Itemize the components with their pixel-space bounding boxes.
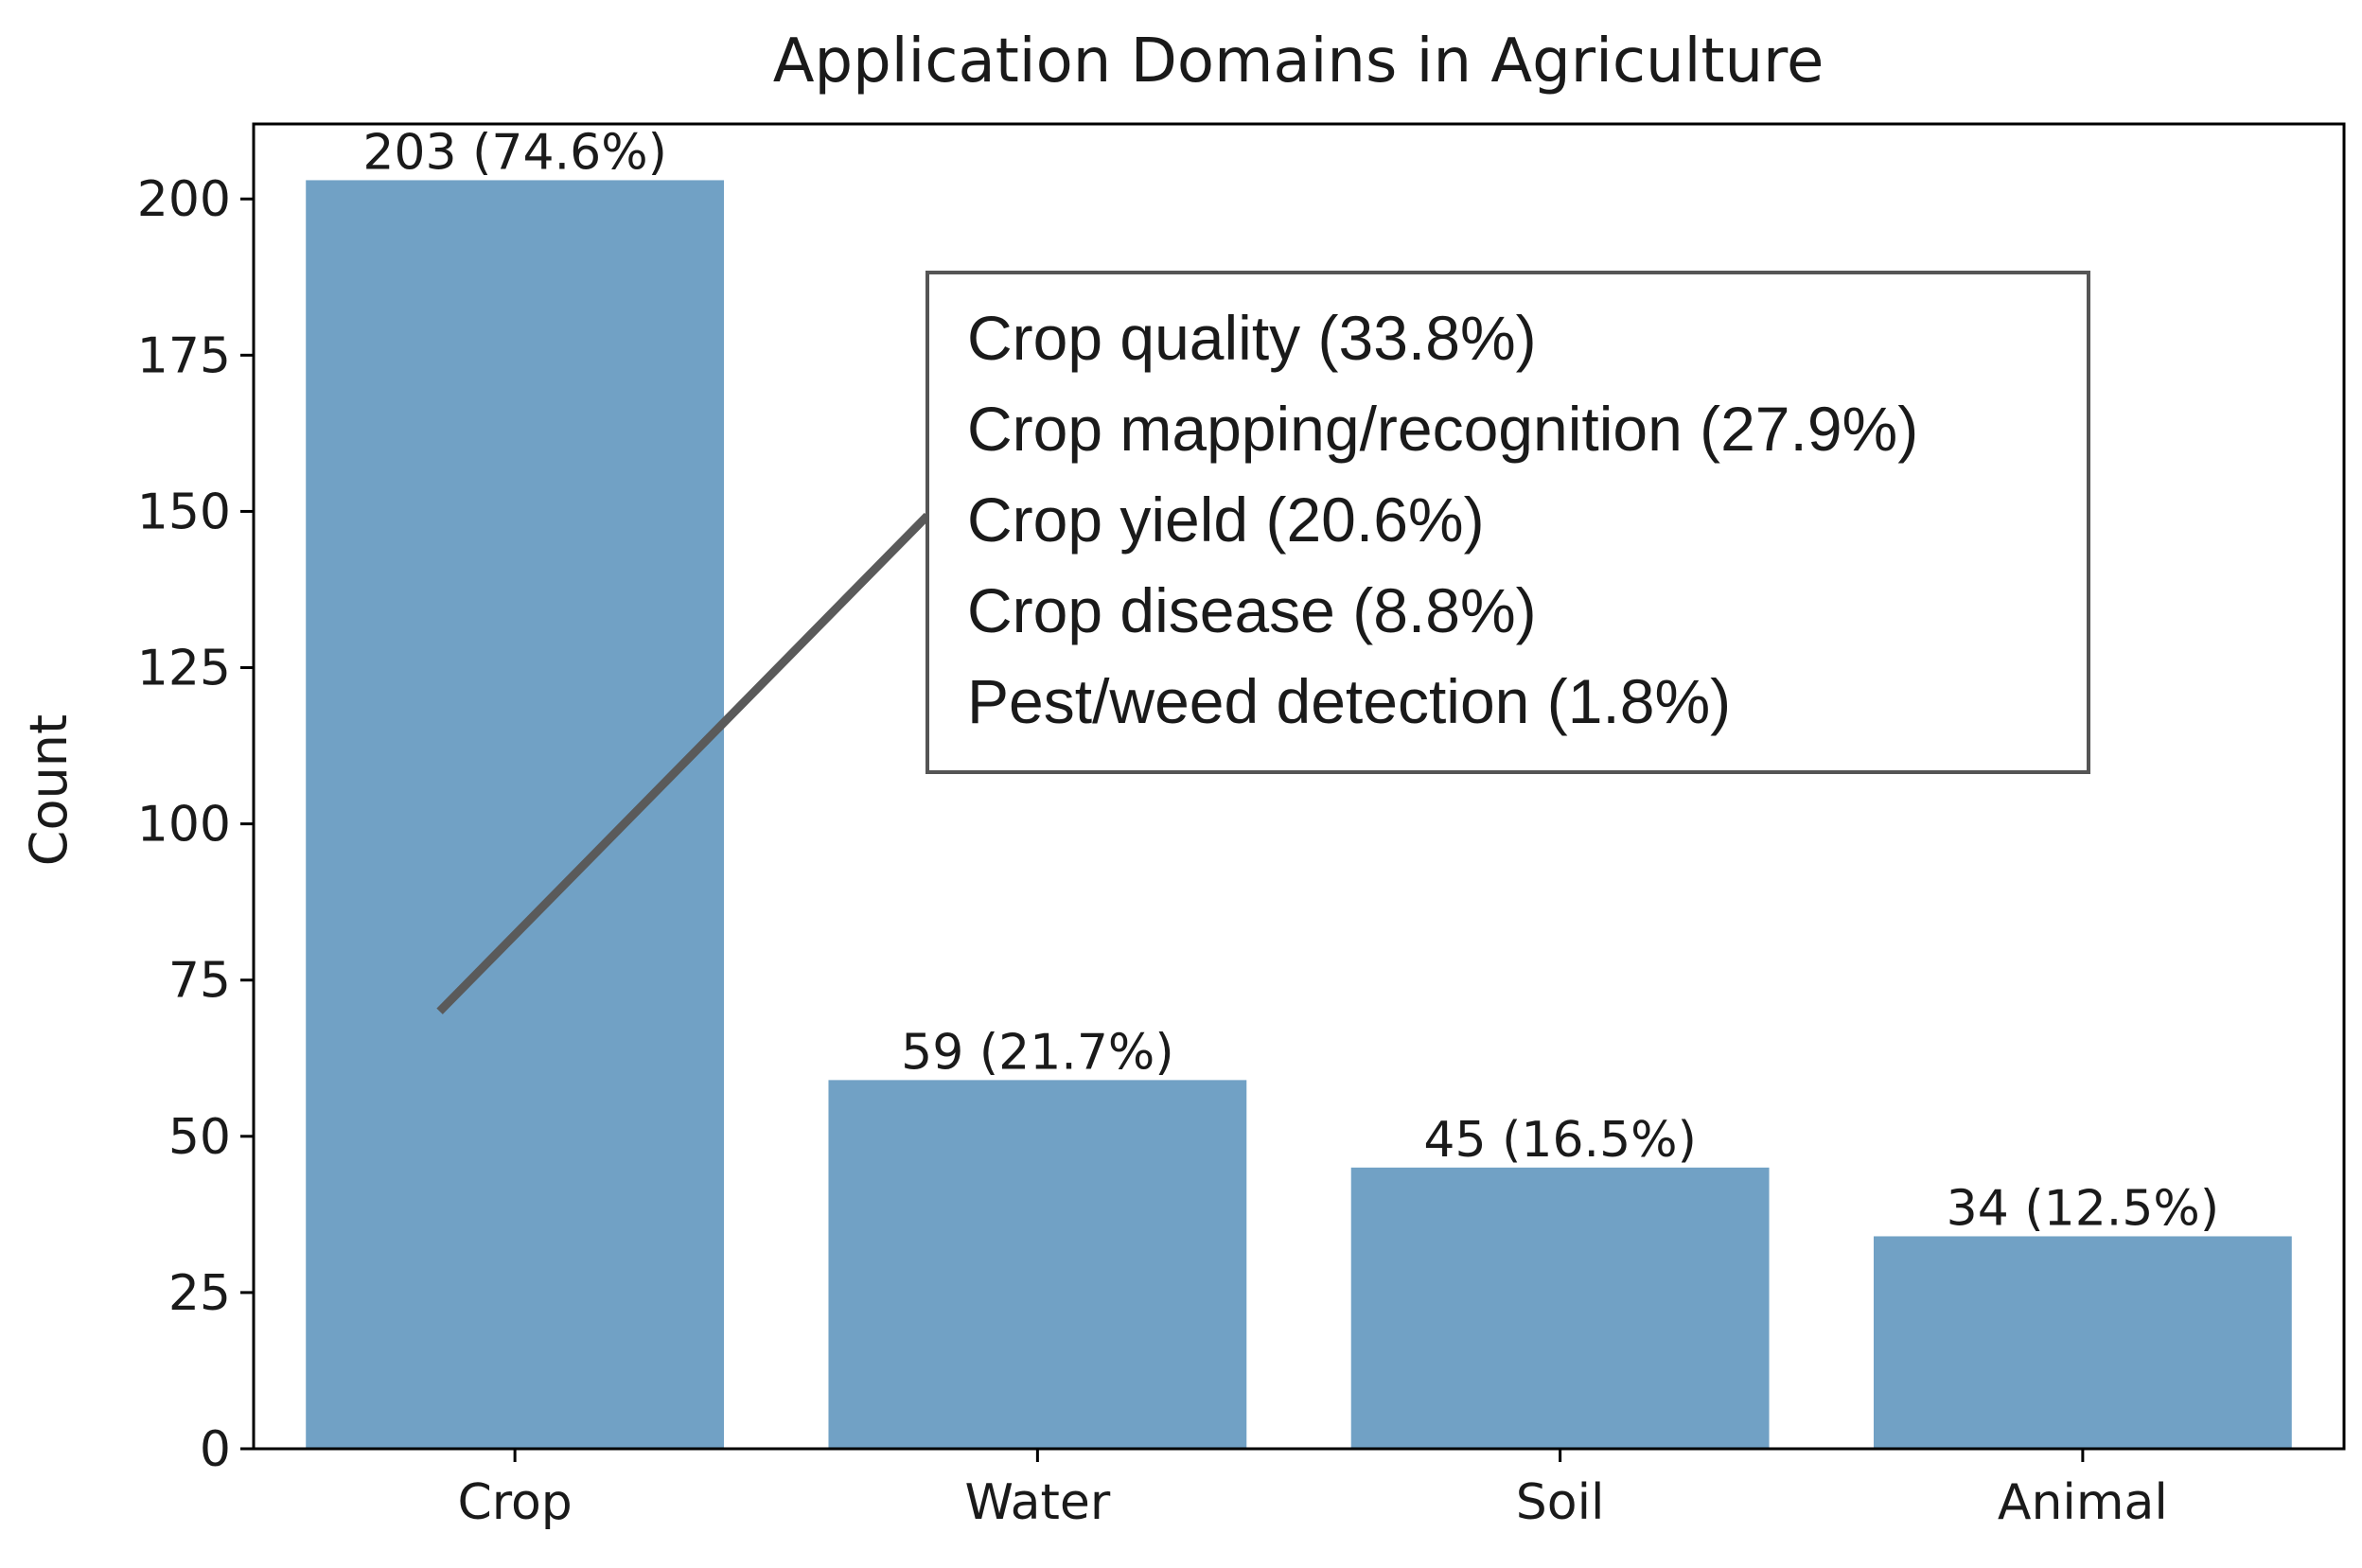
plot-frame xyxy=(252,122,2346,1451)
bar-label-animal: 34 (12.5%) xyxy=(1947,1180,2219,1237)
bar-label-water: 59 (21.7%) xyxy=(901,1024,1173,1081)
y-tick-label: 125 xyxy=(137,641,231,697)
y-tick-label: 100 xyxy=(137,797,231,854)
bar-soil xyxy=(1350,1167,1770,1449)
annotation-box xyxy=(925,271,2090,774)
annotation-line: Crop quality (33.8%) xyxy=(967,303,1537,373)
bar-label-crop: 203 (74.6%) xyxy=(362,124,667,181)
y-tick-label: 0 xyxy=(200,1421,231,1478)
annotation-line: Pest/weed detection (1.8%) xyxy=(967,666,1731,736)
bar-crop xyxy=(306,180,725,1449)
y-tick-label: 200 xyxy=(137,171,231,228)
y-tick-label: 25 xyxy=(168,1265,231,1322)
bar-animal xyxy=(1873,1236,2292,1449)
x-tick-label-crop: Crop xyxy=(457,1474,572,1531)
chart-title: Application Domains in Agriculture xyxy=(773,26,1824,97)
annotation-connector-line xyxy=(436,512,931,1014)
x-tick-label-water: Water xyxy=(965,1474,1111,1531)
bar-water xyxy=(828,1080,1247,1449)
annotation-line: Crop mapping/recognition (27.9%) xyxy=(967,394,1918,464)
y-tick-label: 75 xyxy=(168,953,231,1010)
bar-label-soil: 45 (16.5%) xyxy=(1423,1112,1696,1169)
annotation-line: Crop disease (8.8%) xyxy=(967,575,1537,645)
y-tick-label: 150 xyxy=(137,484,231,540)
y-axis-label: Count xyxy=(19,714,79,866)
y-tick-label: 175 xyxy=(137,327,231,384)
x-tick-label-animal: Animal xyxy=(1998,1474,2168,1531)
x-tick-label-soil: Soil xyxy=(1516,1474,1605,1531)
y-tick-label: 50 xyxy=(168,1109,231,1166)
annotation-line: Crop yield (20.6%) xyxy=(967,484,1485,555)
